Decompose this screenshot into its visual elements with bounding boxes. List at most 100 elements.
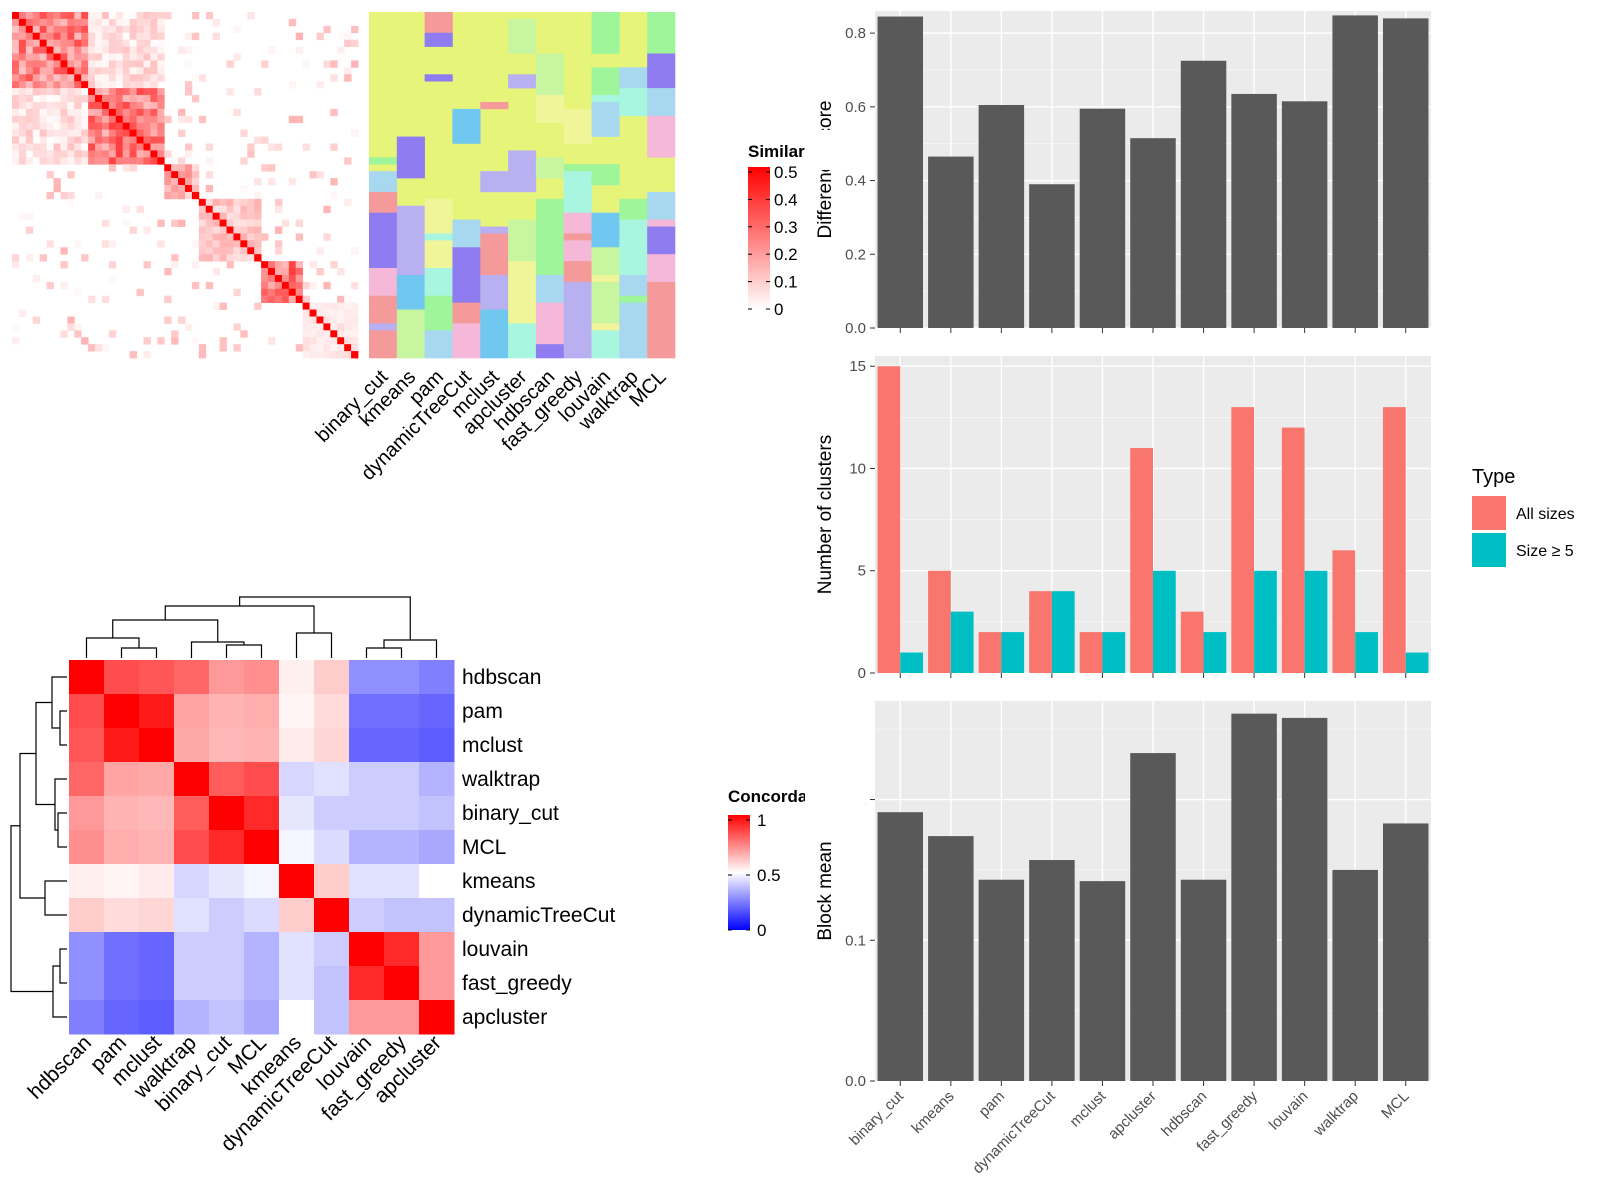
similarity-cell — [60, 60, 68, 68]
similarity-cell — [219, 344, 227, 352]
similarity-cell — [268, 281, 276, 290]
dendrogram-link — [59, 948, 67, 984]
similarity-cell — [32, 150, 41, 158]
similarity-cell — [25, 60, 34, 68]
similarity-cell — [191, 74, 200, 82]
similarity-cell — [129, 60, 137, 68]
similarity-cell — [178, 115, 186, 124]
similarity-cell — [81, 25, 89, 34]
similarity-cell — [25, 46, 34, 54]
similarity-cell — [60, 53, 68, 61]
similarity-cell — [316, 247, 324, 255]
row-dendrogram — [10, 676, 67, 1018]
assignment-cell — [647, 226, 676, 255]
similarity-cell — [261, 164, 269, 172]
similarity-cell — [12, 143, 20, 151]
similarity-cell — [240, 129, 248, 137]
similarity-cell — [219, 240, 227, 248]
similarity-cell — [67, 32, 75, 41]
similarity-cell — [185, 88, 193, 96]
similarity-cell — [150, 108, 158, 117]
similarity-cell — [12, 39, 20, 47]
concordance-cell — [279, 660, 315, 695]
similarity-cell — [185, 178, 193, 186]
concordance-cell — [139, 1000, 175, 1035]
assignment-cell — [647, 53, 676, 89]
similarity-cell — [12, 150, 20, 158]
bar — [1001, 632, 1025, 673]
concordance-cell — [209, 796, 245, 831]
y-tick-label: 0.6 — [845, 99, 866, 116]
similarity-cell — [323, 323, 331, 331]
similarity-cell — [198, 198, 207, 207]
similarity-cell — [101, 53, 110, 61]
similarity-cell — [122, 157, 131, 165]
similarity-cell — [95, 81, 103, 89]
assignment-cell — [369, 191, 398, 213]
similarity-cell — [351, 60, 359, 68]
dendrogram-link — [120, 647, 158, 658]
similarity-cell — [88, 129, 96, 137]
similarity-cell — [198, 351, 207, 359]
similarity-cell — [143, 108, 151, 117]
similarity-cell — [25, 115, 34, 124]
similarity-cell — [240, 205, 248, 214]
similarity-cell — [185, 81, 193, 89]
similarity-cell — [351, 129, 359, 137]
assignment-cell — [396, 309, 425, 331]
similarity-cell — [88, 39, 96, 47]
similarity-cell — [88, 157, 96, 165]
similarity-cell — [60, 143, 68, 151]
similarity-cell — [157, 60, 165, 68]
assignment-cell — [480, 226, 509, 234]
concordance-cell — [349, 762, 385, 797]
similarity-cell — [46, 143, 54, 151]
similarity-cell — [60, 191, 68, 200]
row-label: kmeans — [462, 870, 536, 893]
similarity-cell — [32, 74, 41, 82]
similarity-cell — [143, 32, 151, 41]
similarity-cell — [122, 60, 131, 68]
similarity-cell — [295, 274, 304, 283]
similarity-cell — [316, 316, 324, 324]
similarity-cell — [268, 274, 276, 283]
similarity-cell — [150, 95, 158, 103]
similarity-cell — [219, 198, 227, 207]
similarity-cell — [108, 74, 117, 82]
concordance-cell — [69, 898, 105, 933]
similarity-cell — [25, 143, 34, 151]
similarity-cell — [261, 274, 269, 283]
bar — [1382, 823, 1429, 1081]
similarity-cell — [67, 108, 75, 117]
similarity-cell — [81, 74, 89, 82]
assignment-cell — [424, 240, 453, 269]
similarity-cell — [233, 247, 241, 255]
similarity-cell — [337, 344, 345, 352]
similarity-cell — [150, 53, 158, 61]
bar — [1231, 407, 1255, 673]
similarity-cell — [337, 351, 345, 359]
similarity-cell — [67, 115, 75, 124]
row-label: walktrap — [461, 768, 540, 791]
similarity-cell — [212, 198, 220, 207]
concordance-cell — [69, 932, 105, 967]
similarity-cell — [323, 281, 331, 290]
assignment-cell — [535, 233, 565, 276]
similarity-cell — [171, 337, 179, 345]
assignment-cell — [591, 281, 620, 324]
concordance-cell — [384, 864, 420, 899]
assignment-cell — [619, 198, 648, 220]
assignment-cell — [619, 240, 648, 276]
assignment-cell — [591, 274, 620, 283]
row-label: apcluster — [462, 1006, 547, 1029]
similarity-cell — [115, 53, 124, 61]
similarity-cell — [60, 122, 68, 131]
similarity-cell — [12, 53, 20, 61]
assignment-cell — [369, 309, 398, 324]
row-label: louvain — [462, 938, 529, 961]
similarity-cell — [157, 129, 165, 137]
assignment-cell — [508, 281, 537, 324]
similarity-cell — [108, 143, 117, 151]
similarity-cell — [233, 25, 241, 34]
x-tick-label: binary_cut — [846, 1087, 908, 1149]
